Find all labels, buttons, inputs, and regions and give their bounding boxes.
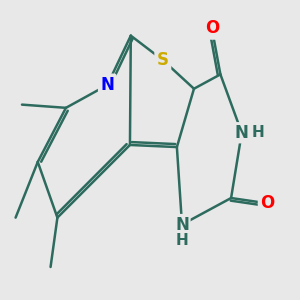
Text: O: O [260,194,275,212]
Text: H: H [252,125,264,140]
Text: S: S [157,51,169,69]
Text: N: N [100,76,114,94]
Text: N: N [175,216,189,234]
Text: O: O [205,19,219,37]
Text: N: N [235,124,249,142]
Text: H: H [176,233,188,248]
